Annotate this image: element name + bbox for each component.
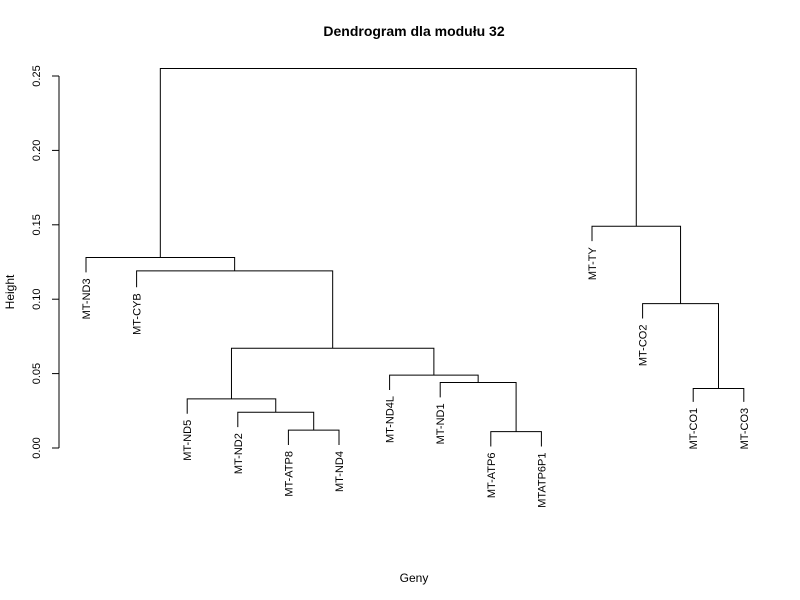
dendrogram-branch: [692, 387, 745, 402]
x-axis-label: Geny: [400, 571, 429, 585]
dendrogram-branch: [230, 347, 435, 399]
y-axis: 0.00 0.05 0.10 0.15 0.20 0.25: [31, 65, 60, 459]
dendrogram-branch: [490, 431, 542, 447]
leaf-label: MT-CO2: [638, 325, 650, 367]
y-tick-label: 0.00: [31, 437, 43, 458]
dendrogram-branch: [642, 303, 719, 389]
leaf-label: MT-ATP8: [283, 451, 295, 497]
dendrogram-branch: [186, 398, 277, 414]
y-tick-label: 0.10: [31, 288, 43, 309]
leaf-label: MT-ND5: [182, 420, 194, 461]
dendrogram-branch: [159, 68, 637, 258]
chart-title: Dendrogram dla modułu 32: [323, 23, 504, 39]
y-tick-label: 0.15: [31, 214, 43, 235]
dendrogram-branches: [85, 68, 745, 447]
leaf-label: MT-ND4L: [385, 396, 397, 443]
leaf-label: MT-TY: [587, 247, 599, 281]
leaf-labels: MT-ND3 MT-CYB MT-ND5 MT-ND2 MT-ATP8 MT-ND4 MT-…: [81, 247, 751, 508]
leaf-label: MT-ND3: [81, 278, 93, 319]
dendrogram-branch: [439, 382, 517, 432]
leaf-label: MT-CYB: [132, 293, 144, 335]
leaf-label: MT-ND4: [334, 451, 346, 492]
leaf-label: MT-ND1: [435, 403, 447, 444]
y-tick-label: 0.20: [31, 140, 43, 161]
leaf-label: MT-CO1: [688, 408, 700, 450]
y-tick-label: 0.25: [31, 65, 43, 86]
dendrogram-branch: [85, 257, 236, 273]
leaf-label: MT-ATP6: [486, 453, 498, 499]
dendrogram-branch: [591, 225, 682, 304]
y-tick-label: 0.05: [31, 363, 43, 384]
y-axis-label: Height: [3, 274, 17, 309]
dendrogram-branch: [287, 429, 340, 446]
dendrogram-branch: [136, 270, 334, 349]
leaf-label: MT-ND2: [233, 433, 245, 474]
dendrogram-branch: [237, 411, 315, 431]
leaf-label: MTATP6P1: [536, 453, 548, 508]
leaf-label: MT-CO3: [739, 408, 751, 450]
